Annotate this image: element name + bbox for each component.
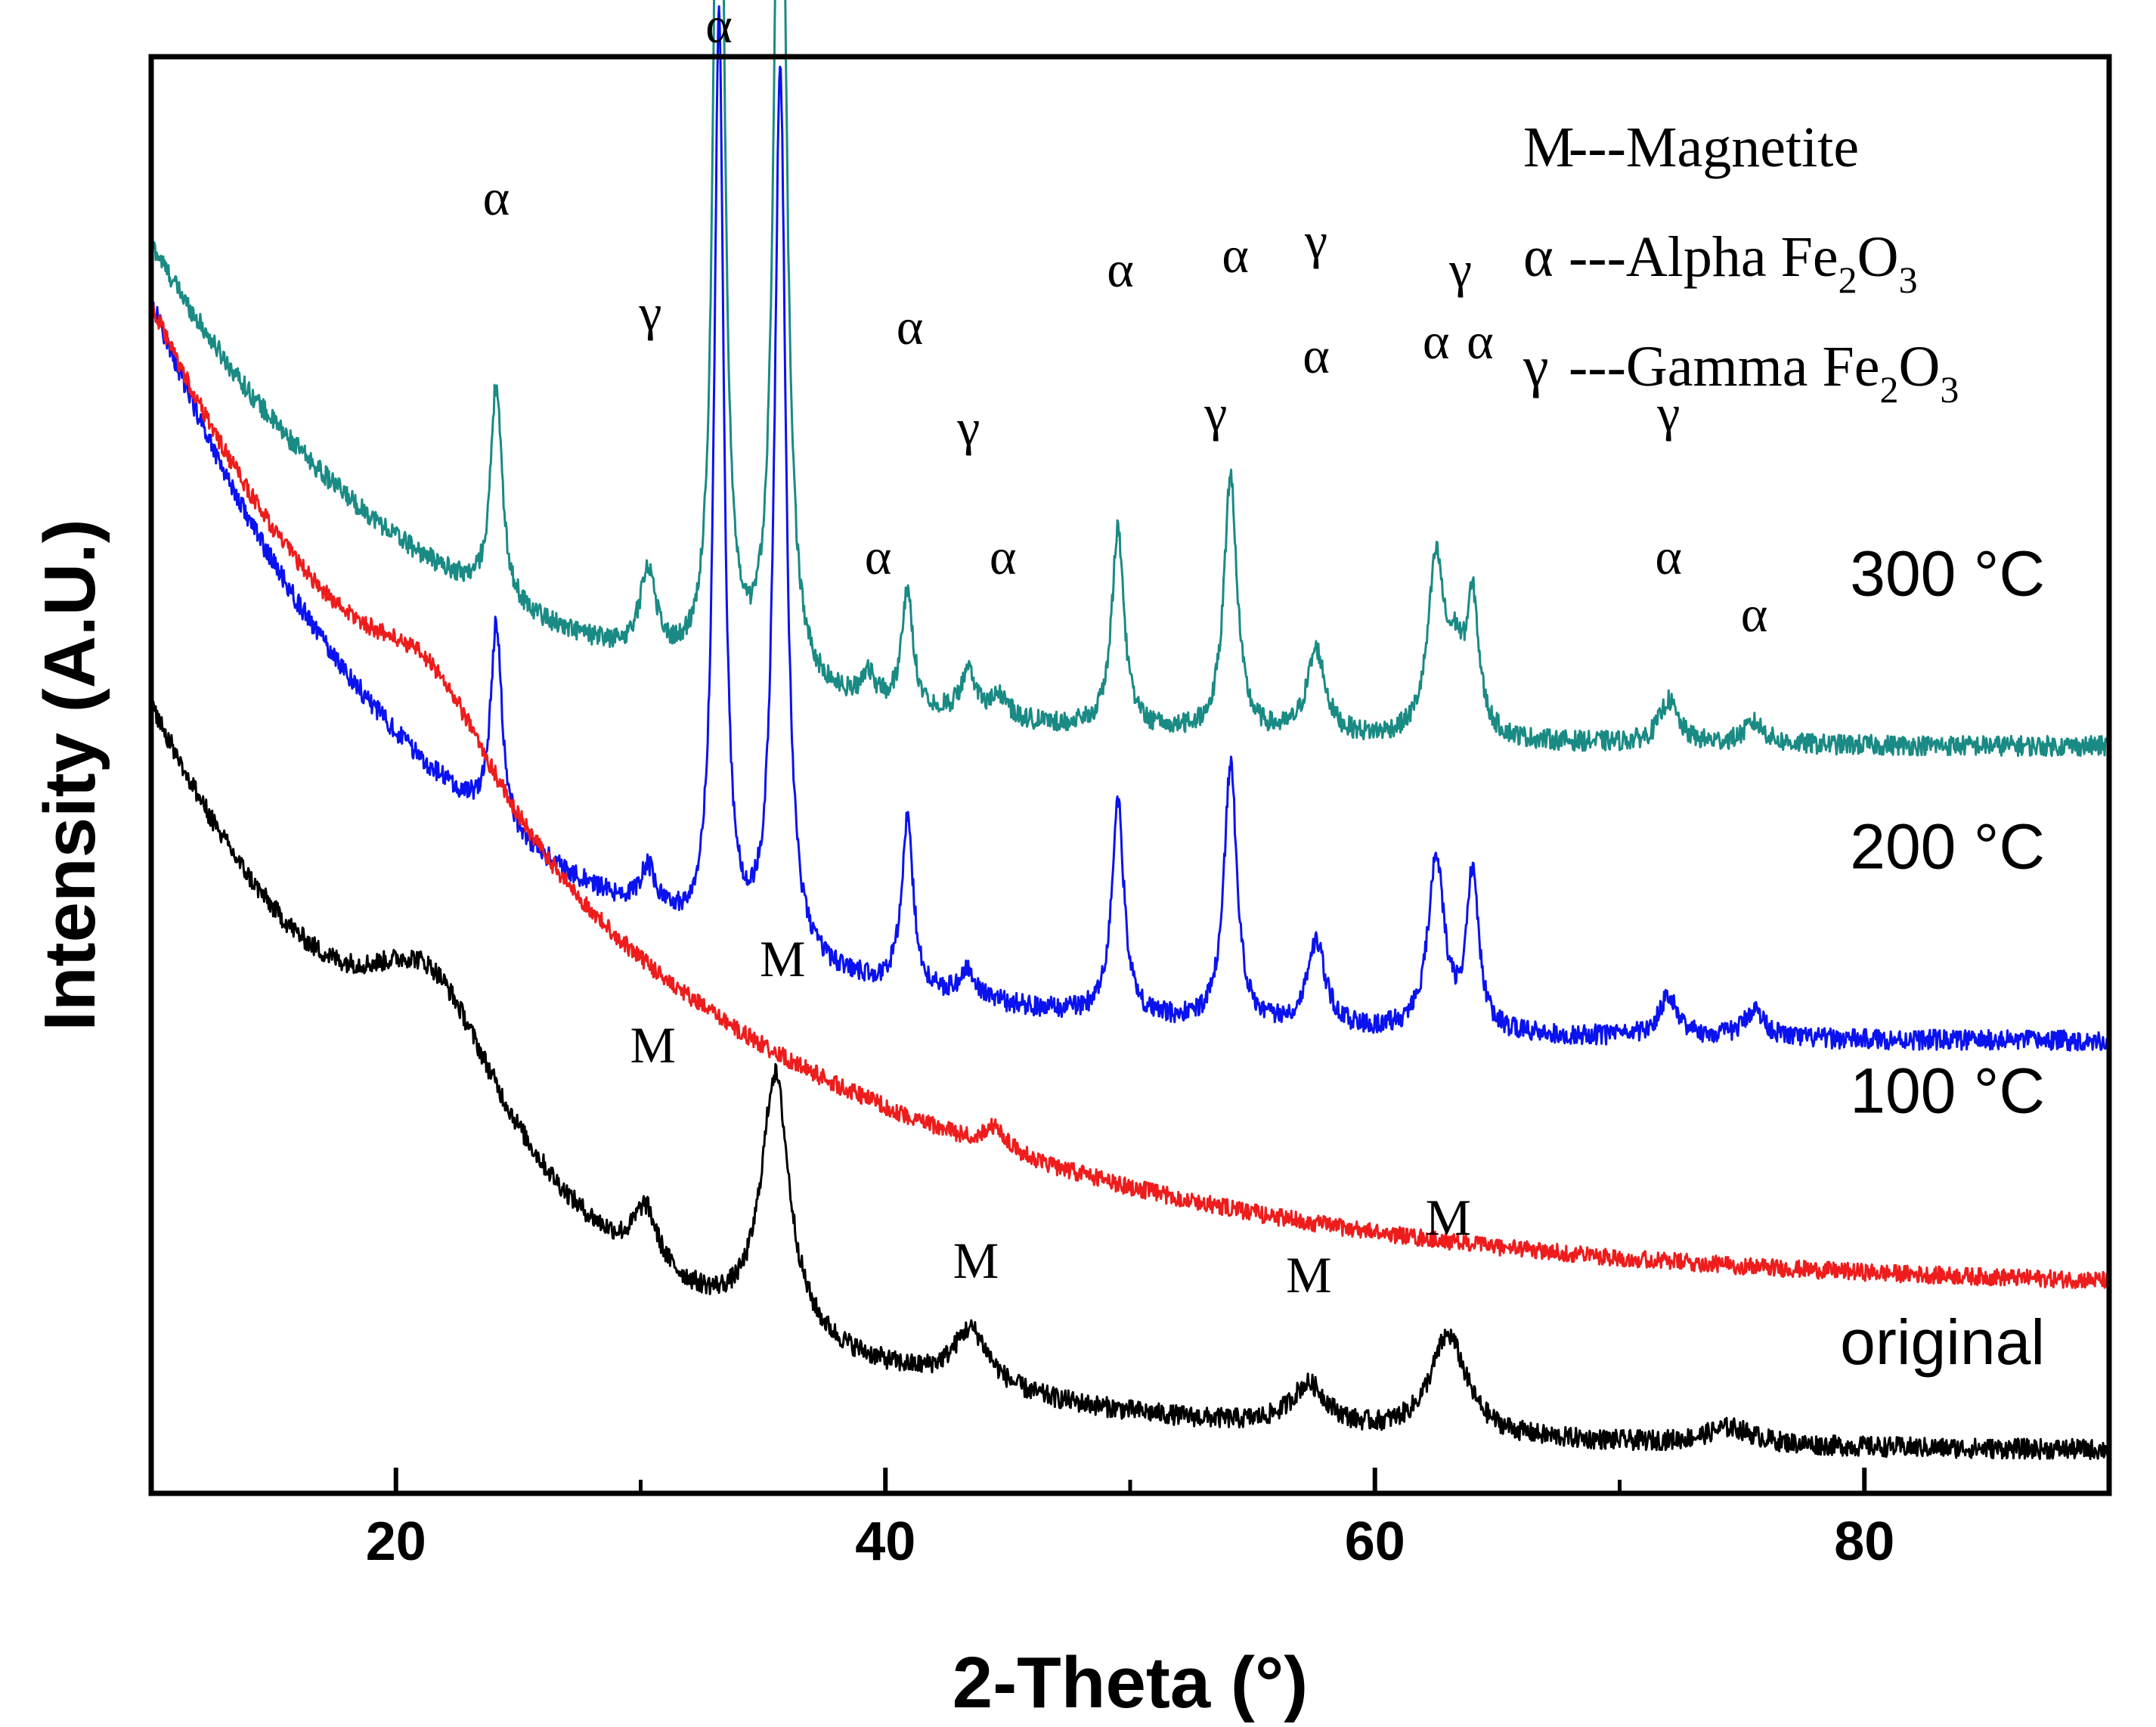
legend-entry: α ---Alpha Fe2O3 [1523, 225, 1918, 301]
peak-label: M [760, 930, 805, 988]
peak-label: γ [1203, 384, 1227, 442]
legend: M---Magnetite α ---Alpha Fe2O3 γ ---Gamma Fe… [1523, 116, 1959, 411]
peak-label: γ [638, 284, 661, 341]
peak-labels: αγααγααγααγαγααγαγααMMMMM [483, 0, 1768, 1304]
peak-label: α [483, 169, 510, 226]
peak-label: α [990, 528, 1017, 585]
series-label-100-c: 100 °C [1850, 1056, 2045, 1127]
legend-entry: M---Magnetite [1523, 116, 1859, 179]
series-line-100-c [150, 304, 2111, 1289]
legend-symbol: M [1523, 116, 1575, 179]
peak-label: α [1107, 240, 1134, 298]
x-tick-label: 40 [855, 1512, 915, 1572]
x-tick-label: 80 [1834, 1512, 1894, 1572]
x-axis-title: 2-Theta (°) [953, 1642, 1308, 1723]
peak-label: M [1286, 1246, 1331, 1304]
peak-label: γ [1304, 212, 1327, 269]
peak-label: α [1423, 312, 1450, 370]
legend-text: ---Alpha Fe2O3 [1569, 225, 1918, 301]
peak-label: M [630, 1016, 675, 1074]
series-line-300-c [150, 0, 2111, 758]
y-axis-title: Intensity (A.U.) [29, 519, 110, 1031]
peak-label: α [897, 298, 924, 355]
series-line-200-c [150, 5, 2110, 1052]
legend-text: ---Gamma Fe2O3 [1569, 335, 1959, 411]
series-layer [150, 0, 2111, 1461]
peak-label: α [1741, 585, 1768, 643]
peak-label: γ [1448, 240, 1472, 298]
legend-symbol: γ [1523, 335, 1549, 398]
peak-label: α [705, 0, 733, 54]
x-axis-ticks: 20 40 60 80 [366, 1468, 1894, 1572]
series-labels: 300 °C 200 °C 100 °C original [1840, 538, 2045, 1378]
peak-label: γ [956, 398, 980, 456]
peak-label: α [1222, 226, 1249, 284]
peak-label: γ [1656, 384, 1680, 442]
series-label-original: original [1840, 1307, 2045, 1378]
series-label-200-c: 200 °C [1850, 811, 2045, 882]
x-tick-label: 20 [366, 1512, 426, 1572]
series-line-original [150, 696, 2111, 1461]
peak-label: M [1426, 1189, 1471, 1246]
peak-label: α [1655, 528, 1682, 585]
legend-entry: γ ---Gamma Fe2O3 [1523, 335, 1959, 411]
peak-label: M [953, 1232, 999, 1289]
legend-symbol: α [1523, 225, 1553, 289]
x-tick-label: 60 [1345, 1512, 1405, 1572]
series-label-300-c: 300 °C [1850, 538, 2045, 609]
peak-label: α [1303, 327, 1330, 384]
peak-label: α [865, 528, 892, 585]
peak-label: α [1467, 312, 1494, 370]
legend-text: ---Magnetite [1569, 116, 1859, 179]
